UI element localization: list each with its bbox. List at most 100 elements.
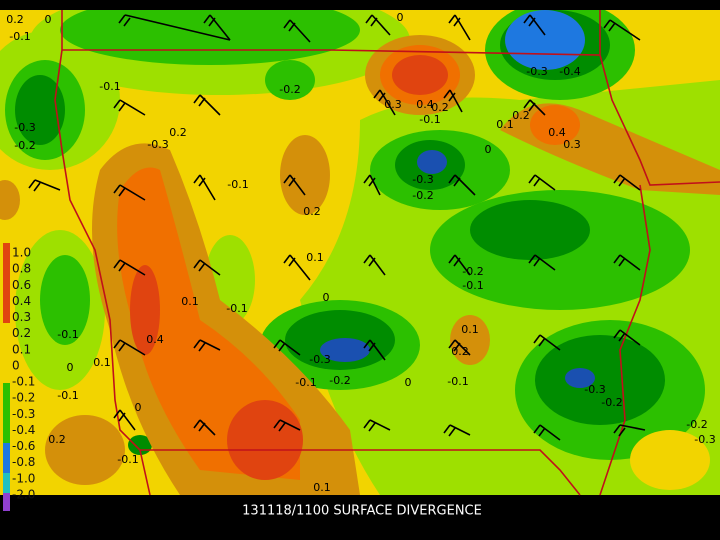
wind-barb — [448, 14, 471, 41]
contour-label: -0.3 — [412, 173, 433, 186]
contour-label: 0.2 — [451, 345, 469, 358]
wind-barb — [443, 89, 463, 113]
wind-barb — [363, 419, 391, 432]
colorbar-label: 0.1 — [12, 342, 31, 356]
wind-barb — [273, 339, 301, 356]
contour-label: -0.3 — [694, 433, 715, 446]
wind-barb — [283, 174, 306, 196]
wind-barb — [283, 19, 311, 43]
contour-label: 0 — [405, 376, 412, 389]
wind-barb — [363, 254, 386, 276]
colorbar-label: 1.0 — [12, 246, 31, 260]
wind-barb — [193, 419, 216, 436]
contour-label: 0 — [135, 401, 142, 414]
contour-label: -0.2 — [329, 374, 350, 387]
wind-barb — [193, 94, 221, 116]
contour-label: 0.2 — [303, 205, 321, 218]
wind-barb — [193, 259, 221, 276]
wind-barb — [113, 259, 146, 276]
contour-label: -0.4 — [559, 65, 580, 78]
contour-label: -0.1 — [57, 389, 78, 402]
wind-barb — [528, 254, 556, 271]
contour-label: -0.1 — [447, 375, 468, 388]
state-borders — [54, 10, 720, 496]
wind-barb — [613, 329, 641, 346]
map-fields — [0, 10, 720, 495]
colorbar-label: -0.8 — [12, 455, 35, 469]
contour-label: -0.1 — [226, 302, 247, 315]
contour-label: -0.2 — [601, 396, 622, 409]
contour-label: -0.3 — [526, 65, 547, 78]
contour-label: 0.1 — [93, 356, 111, 369]
contour-label: 0.1 — [461, 323, 479, 336]
contour-label: 0.1 — [496, 118, 514, 131]
contour-label: -0.2 — [462, 265, 483, 278]
wind-barb — [113, 99, 146, 116]
colorbar-label: 0.3 — [12, 310, 31, 324]
contour-label: -0.1 — [57, 328, 78, 341]
colorbar-label: 0.2 — [12, 326, 31, 340]
colorbar-label: 0 — [12, 358, 20, 372]
wind-barbs — [28, 14, 646, 441]
wind-barb — [523, 14, 546, 36]
wind-barb — [613, 254, 641, 271]
contour-label: 0.2 — [431, 101, 449, 114]
colorbar-label: -2.0 — [12, 488, 35, 502]
contour-label: 0.2 — [48, 433, 66, 446]
wind-barb — [533, 424, 561, 441]
wind-barb — [365, 14, 391, 36]
wind-barb — [613, 424, 646, 437]
colorbar-label: -0.2 — [12, 391, 35, 405]
wind-barb — [528, 174, 556, 191]
wind-barb — [113, 339, 146, 356]
contour-label: 0 — [397, 11, 404, 24]
wind-barb — [193, 339, 221, 352]
contour-label: 0.4 — [146, 333, 164, 346]
contour-label: -0.2 — [412, 189, 433, 202]
contour-label: -0.2 — [686, 418, 707, 431]
colorbar-label: -1.0 — [12, 471, 35, 485]
wind-barb — [363, 339, 386, 361]
wind-barb — [533, 334, 561, 351]
wind-barb — [193, 174, 216, 201]
contour-label: -0.3 — [309, 353, 330, 366]
contour-label: 0.4 — [548, 126, 566, 139]
colorbar-label: -0.6 — [12, 439, 35, 453]
contour-label: 0.4 — [416, 98, 434, 111]
wind-barb — [373, 89, 396, 116]
contour-label: 0.2 — [6, 13, 24, 26]
contour-label: 0.2 — [169, 126, 187, 139]
wind-barb — [443, 424, 471, 437]
contour-label: -0.1 — [117, 453, 138, 466]
contour-label: -0.3 — [147, 138, 168, 151]
contour-label: -0.1 — [462, 279, 483, 292]
colorbar-label: 0.8 — [12, 262, 31, 276]
contour-label: 0.1 — [313, 481, 331, 494]
wind-barb — [613, 174, 641, 191]
contour-label: 0 — [67, 361, 74, 374]
wind-barb — [603, 19, 641, 41]
contour-label: 0.3 — [563, 138, 581, 151]
wind-barb — [113, 184, 146, 201]
contour-label: -0.1 — [99, 80, 120, 93]
colorbar-label: -0.3 — [12, 407, 35, 421]
contour-label: 0 — [323, 291, 330, 304]
colorbar-label: -0.1 — [12, 375, 35, 389]
contour-label: 0 — [485, 143, 492, 156]
wind-barb — [203, 14, 231, 41]
contour-label: 0.1 — [306, 251, 324, 264]
contour-label: 0.2 — [512, 109, 530, 122]
wind-barb — [113, 409, 136, 431]
contour-label: -0.1 — [227, 178, 248, 191]
wind-barb — [523, 99, 546, 116]
wind-barb — [283, 254, 311, 281]
wind-barb — [448, 174, 476, 196]
contour-label: -0.2 — [14, 139, 35, 152]
colorbar: 1.0 0.8 0.6 0.4 0.3 0.2 0.1 0 -0.1 -0.2 -0.3 -0.4 -0… — [3, 243, 35, 511]
colorbar-label: 0.4 — [12, 294, 31, 308]
colorbar-label: 0.6 — [12, 278, 31, 292]
contour-label: -0.1 — [295, 376, 316, 389]
contour-label: -0.2 — [279, 83, 300, 96]
contour-label: -0.3 — [584, 383, 605, 396]
colorbar-label: -0.4 — [12, 423, 35, 437]
